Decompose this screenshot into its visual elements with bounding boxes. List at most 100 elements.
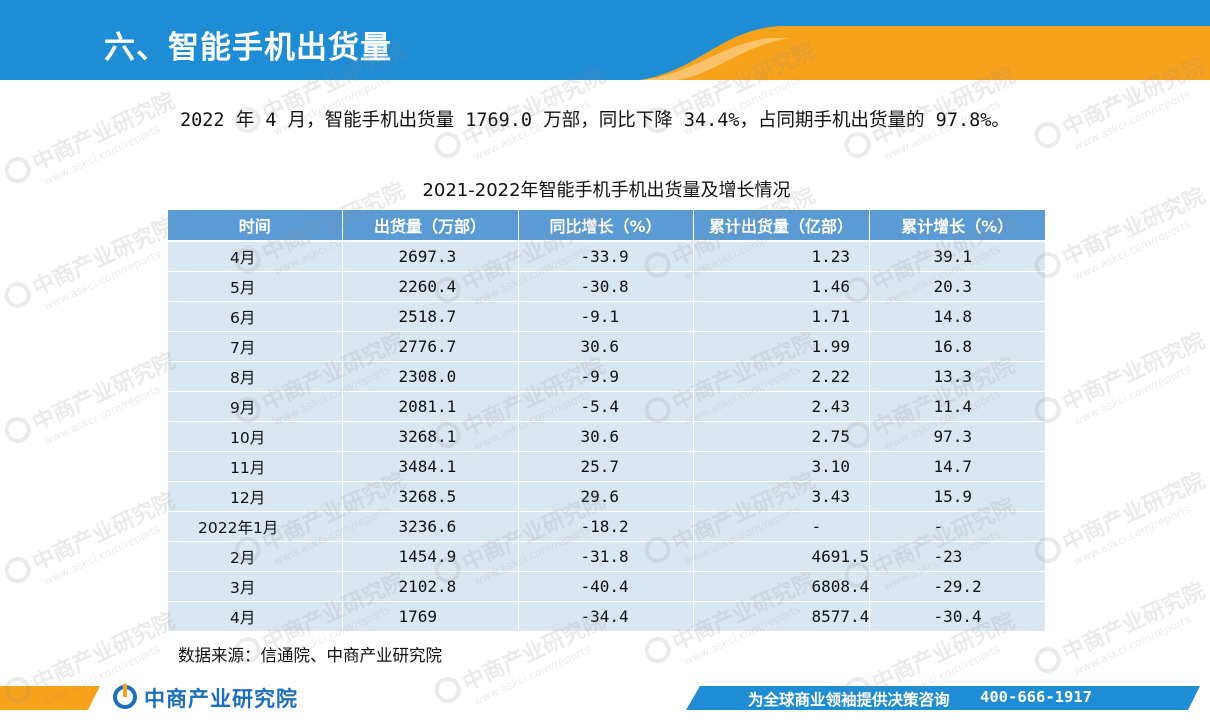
table-cell: -23: [869, 541, 1045, 572]
table-cell: 3236.6: [342, 511, 519, 542]
table-cell: 6月: [168, 301, 343, 332]
table-cell: -34.4: [518, 601, 694, 632]
table-cell: 14.8: [869, 301, 1045, 332]
table-row: 2022年1月 3236.6 -18.2- -: [168, 511, 1045, 542]
table-row: 4月 2697.3 -33.9 1.23 39.1: [168, 241, 1045, 272]
table-cell: 1769: [342, 601, 519, 632]
table-cell: 2260.4: [342, 271, 519, 302]
table-cell: 97.3: [869, 421, 1045, 452]
table-cell: -31.8: [518, 541, 694, 572]
watermark-logo-icon: [0, 152, 35, 188]
brand-logo-text: 中商产业研究院: [144, 687, 298, 711]
table-row: 6月 2518.7 -9.1 1.71 14.8: [168, 301, 1045, 332]
table-cell: 2.43: [693, 391, 870, 422]
watermark-url: www.askci.com/reports: [1071, 362, 1193, 429]
table-cell: -33.9: [518, 241, 694, 272]
column-header-time: 时间: [168, 210, 343, 242]
table-cell: 1.46: [693, 271, 870, 302]
watermark-logo-icon: [640, 632, 675, 668]
table-cell: -9.1: [518, 301, 694, 332]
table-cell: -: [693, 511, 870, 542]
table-cell: -29.2: [869, 571, 1045, 602]
table-cell: 10月: [168, 421, 343, 452]
watermark-logo-icon: [840, 127, 875, 163]
summary-text: 2022 年 4 月，智能手机出货量 1769.0 万部，同比下降 34.4%，…: [180, 110, 1010, 131]
table-row: 3月 2102.8 -40.4 6808.4 -29.2: [168, 571, 1045, 602]
watermark-text: 中商产业研究院: [28, 488, 179, 577]
table-cell: 2.22: [693, 361, 870, 392]
table-row: 9月 2081.1 -5.4 2.43 11.4: [168, 391, 1045, 422]
watermark-logo-icon: [0, 552, 35, 588]
watermark-text: 中商产业研究院: [1058, 468, 1209, 557]
watermark-text: 中商产业研究院: [1058, 578, 1209, 667]
table-cell: -: [869, 511, 1045, 542]
table-cell: 16.8: [869, 331, 1045, 362]
table-header-row: 时间 出货量（万部） 同比增长（%） 累计出货量（亿部） 累计增长（%）: [168, 210, 1045, 242]
header-background: [0, 0, 1210, 80]
table-cell: 2308.0: [342, 361, 519, 392]
watermark-url: www.askci.com/reports: [1071, 87, 1193, 154]
table-row: 12月 3268.5 29.6 3.43 15.9: [168, 481, 1045, 512]
table-cell: -5.4: [518, 391, 694, 422]
table-cell: 9月: [168, 391, 343, 422]
column-header-yoy-growth: 同比增长（%）: [518, 210, 694, 242]
table-cell: 1.23: [693, 241, 870, 272]
table-cell: -18.2: [518, 511, 694, 542]
table-cell: 8577.4: [693, 601, 870, 632]
page-title: 六、智能手机出货量: [104, 30, 392, 66]
table-cell: 2102.8: [342, 571, 519, 602]
table-cell: 4月: [168, 601, 343, 632]
table-cell: 7月: [168, 331, 343, 362]
table-cell: 20.3: [869, 271, 1045, 302]
watermark-text: 中商产业研究院: [28, 213, 179, 302]
column-header-cumulative-shipments: 累计出货量（亿部）: [693, 210, 870, 242]
watermark-url: www.askci.com/reports: [41, 522, 163, 589]
table-cell: 6808.4: [693, 571, 870, 602]
table-row: 5月 2260.4 -30.8 1.46 20.3: [168, 271, 1045, 302]
table-cell: 25.7: [518, 451, 694, 482]
table-cell: -30.4: [869, 601, 1045, 632]
table-cell: 11.4: [869, 391, 1045, 422]
table-row: 7月 2776.7 30.6 1.99 16.8: [168, 331, 1045, 362]
table-cell: 3268.5: [342, 481, 519, 512]
table-cell: 2月: [168, 541, 343, 572]
table-cell: 4691.5: [693, 541, 870, 572]
table-cell: 1454.9: [342, 541, 519, 572]
watermark-url: www.askci.com/reports: [41, 247, 163, 314]
watermark-text: 中商产业研究院: [1058, 328, 1209, 417]
table-row: 2月 1454.9 -31.8 4691.5 -23: [168, 541, 1045, 572]
footer-bar: [0, 680, 1210, 718]
table-cell: 8月: [168, 361, 343, 392]
table-cell: 3484.1: [342, 451, 519, 482]
table-row: 8月 2308.0 -9.9 2.22 13.3: [168, 361, 1045, 392]
table-cell: -9.9: [518, 361, 694, 392]
watermark-url: www.askci.com/reports: [41, 382, 163, 449]
table-cell: 14.7: [869, 451, 1045, 482]
table-cell: 3.43: [693, 481, 870, 512]
header-banner: 六、智能手机出货量: [0, 0, 1210, 80]
footer-slogan: 为全球商业领袖提供决策咨询: [748, 691, 950, 709]
table-caption: 2021-2022年智能手机手机出货量及增长情况: [422, 180, 791, 201]
table-row: 10月 3268.1 30.6 2.75 97.3: [168, 421, 1045, 452]
table-cell: 12月: [168, 481, 343, 512]
watermark-text: 中商产业研究院: [1058, 183, 1209, 272]
table-cell: 15.9: [869, 481, 1045, 512]
watermark-logo-icon: [0, 412, 35, 448]
table-cell: 39.1: [869, 241, 1045, 272]
table-cell: 4月: [168, 241, 343, 272]
table-cell: 2518.7: [342, 301, 519, 332]
table-cell: -40.4: [518, 571, 694, 602]
table-cell: 30.6: [518, 421, 694, 452]
table-cell: 5月: [168, 271, 343, 302]
table-cell: 3.10: [693, 451, 870, 482]
column-header-cumulative-growth: 累计增长（%）: [869, 210, 1045, 242]
data-source-note: 数据来源：信通院、中商产业研究院: [178, 646, 442, 665]
watermark-text: 中商产业研究院: [28, 88, 179, 177]
table-row: 11月 3484.1 25.7 3.10 14.7: [168, 451, 1045, 482]
column-header-shipments: 出货量（万部）: [342, 210, 519, 242]
